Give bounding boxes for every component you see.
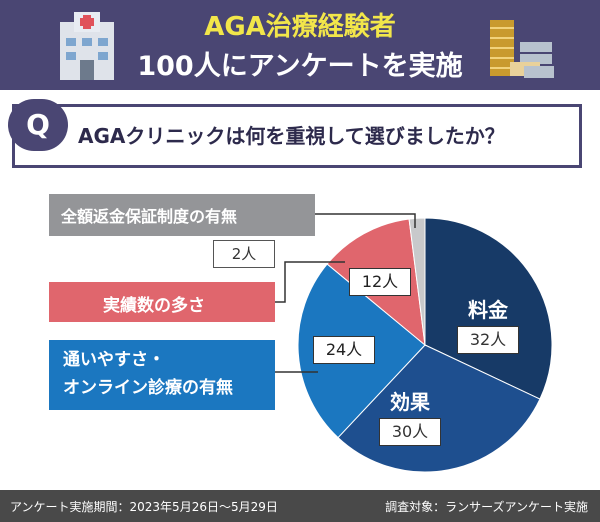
- coins-icon: [490, 20, 554, 78]
- slice-count-track-record: 12人: [349, 268, 411, 296]
- legend-label-accessibility: 通いやすさ・ オンライン診療の有無: [49, 340, 275, 410]
- slice-count-accessibility: 24人: [313, 336, 375, 364]
- question-text: AGAクリニックは何を重視して選びましたか？: [78, 124, 505, 148]
- slice-label-effect: 効果: [390, 390, 430, 414]
- header-title-line2: 100人にアンケートを実施: [137, 51, 463, 82]
- count-label-refund: 2人: [213, 240, 275, 268]
- hospital-icon: [60, 12, 114, 80]
- question-badge: Q: [8, 99, 68, 151]
- slice-count-price: 32人: [457, 326, 519, 354]
- leader-line-refund: [315, 213, 416, 228]
- legend-label-track-record: 実績数の多さ: [49, 282, 275, 322]
- slice-count-effect: 30人: [379, 418, 441, 446]
- footer-survey-period: アンケート実施期間：2023年5月26日～5月29日: [10, 500, 278, 514]
- leader-line-track-record: [275, 261, 345, 303]
- header-title-line1: AGA治療経験者: [204, 12, 396, 42]
- legend-label-accessibility-line1: 通いやすさ・: [63, 350, 165, 370]
- footer-survey-target: 調査対象：ランサーズアンケート実施: [385, 500, 588, 514]
- slice-refund: [408, 217, 426, 346]
- question-box: [12, 104, 582, 168]
- slice-label-price: 料金: [468, 298, 508, 322]
- slice-price: [424, 217, 553, 400]
- footer-bar: アンケート実施期間：2023年5月26日～5月29日 調査対象：ランサーズアンケ…: [0, 490, 600, 522]
- legend-label-accessibility-line2: オンライン診療の有無: [63, 378, 233, 398]
- legend-label-refund: 全額返金保証制度の有無: [49, 194, 315, 236]
